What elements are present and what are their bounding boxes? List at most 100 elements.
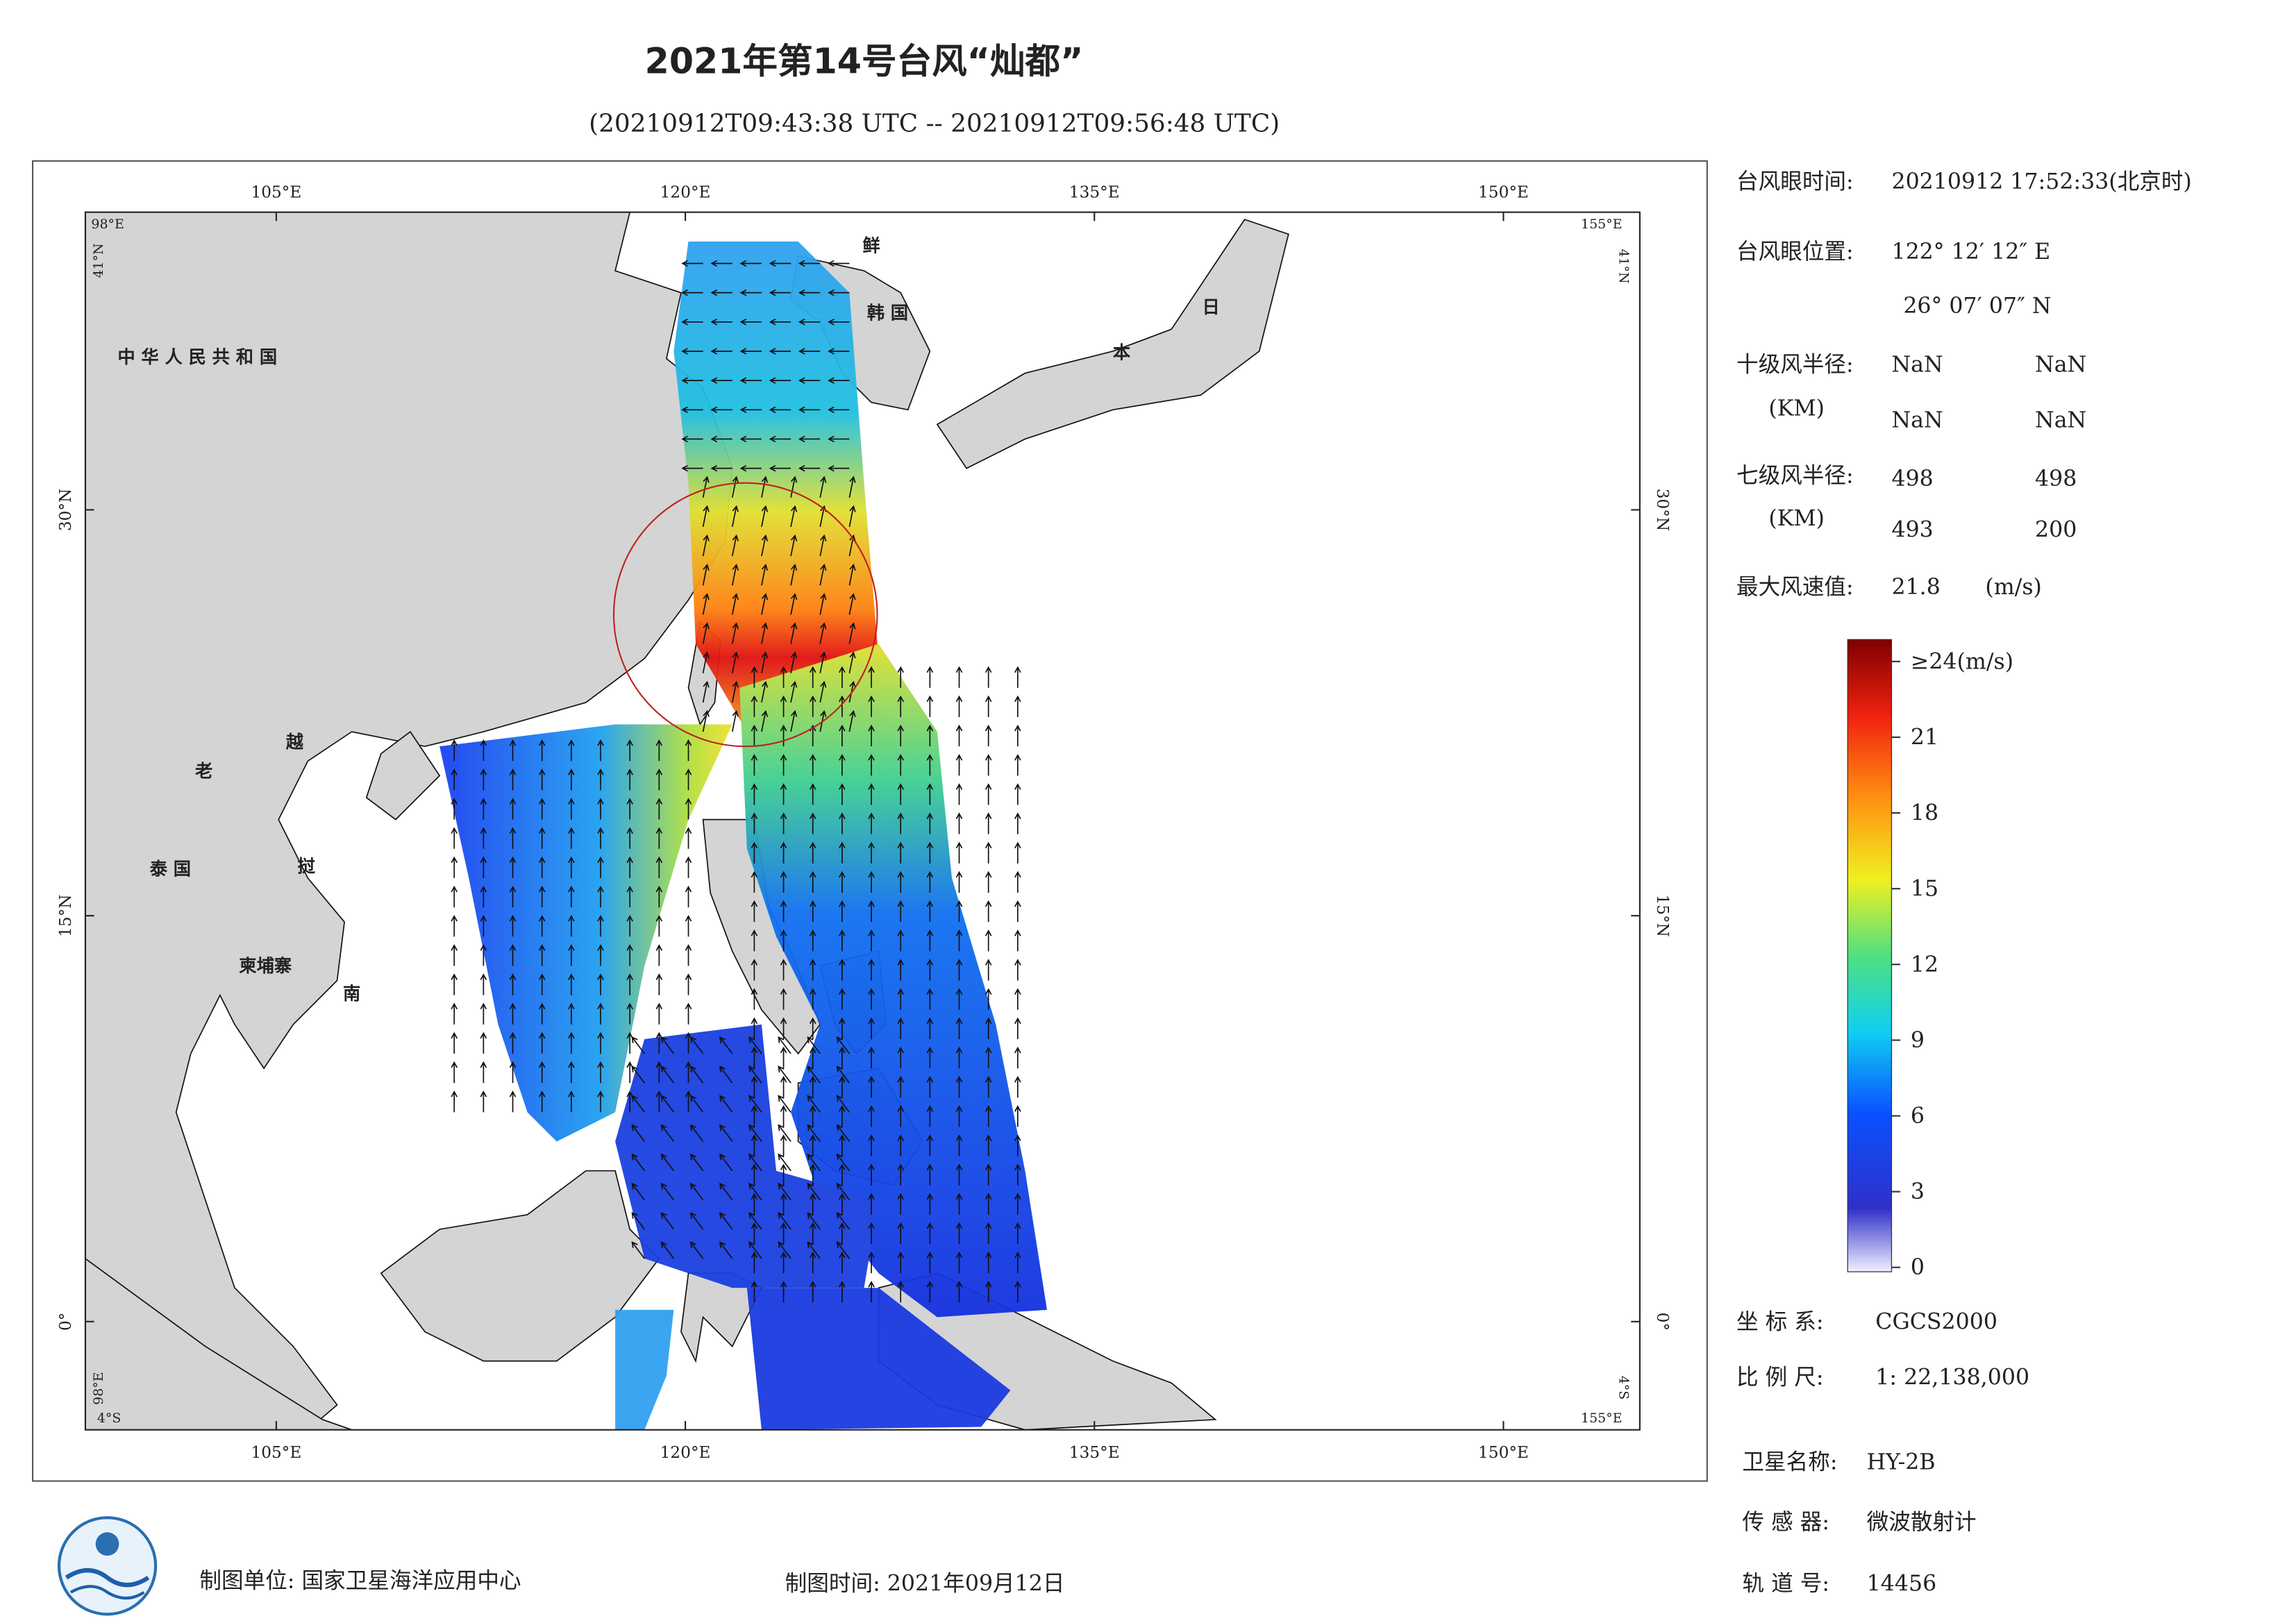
wind-arrow	[710, 289, 732, 296]
wind-arrow	[1014, 930, 1021, 952]
wind-arrow	[597, 827, 604, 849]
wind-arrow	[868, 1193, 875, 1215]
wind-arrow	[710, 464, 732, 472]
wind-arrow	[955, 1251, 963, 1274]
colorbar-tick-label: 6	[1911, 1104, 1925, 1129]
wind-arrow	[819, 680, 827, 703]
wind-arrow	[1014, 871, 1021, 893]
wind-arrow	[538, 973, 546, 995]
wind-arrow	[626, 827, 633, 849]
wind-arrow	[984, 1075, 992, 1098]
wind-arrow	[681, 260, 703, 267]
wind-arrow	[955, 1163, 963, 1186]
wind-arrow	[509, 1061, 517, 1084]
wind-arrow	[597, 768, 604, 791]
wind-arrow	[790, 680, 798, 703]
wind-arrow	[748, 1066, 762, 1084]
wind-arrow	[780, 1251, 787, 1274]
wind-arrow	[751, 959, 758, 981]
wind-arrow	[568, 944, 575, 966]
info-value: NaN	[2035, 352, 2086, 377]
wind-arrow	[568, 856, 575, 878]
wind-arrow	[984, 871, 992, 893]
wind-arrow	[984, 1193, 992, 1215]
wind-arrow	[868, 930, 875, 952]
wind-arrow	[926, 1163, 934, 1186]
info-value: 200	[2035, 518, 2077, 543]
wind-arrow	[597, 856, 604, 878]
wind-arrow	[984, 1222, 992, 1244]
wind-arrow	[631, 1036, 645, 1054]
wind-arrow	[509, 944, 517, 966]
wind-arrow	[538, 739, 546, 762]
wind-arrow	[868, 666, 875, 688]
wind-arrow	[626, 973, 633, 995]
place-label: 越	[286, 731, 304, 752]
info-value: 26° 07′ 07″ N	[1903, 294, 2051, 319]
wind-arrow	[868, 1134, 875, 1157]
wind-arrow	[731, 476, 739, 498]
wind-arrow	[597, 1061, 604, 1084]
wind-arrow	[926, 724, 934, 747]
lon-tick-label: 135°E	[1069, 1443, 1120, 1462]
wind-arrow	[451, 739, 458, 762]
wind-arrow	[538, 914, 546, 937]
wind-arrow	[719, 1036, 733, 1054]
wind-arrow	[1014, 1075, 1021, 1098]
wind-arrow	[451, 768, 458, 791]
wind-arrow	[839, 841, 846, 864]
footer-date: 制图时间: 2021年09月12日	[785, 1572, 1065, 1597]
wind-arrow	[751, 1105, 758, 1127]
wind-arrow	[739, 377, 762, 384]
wind-arrow	[809, 1222, 816, 1244]
wind-arrow	[778, 1036, 791, 1054]
wind-arrow	[509, 739, 517, 762]
wind-arrow	[731, 680, 739, 703]
wind-arrow	[798, 260, 821, 267]
wind-arrow	[798, 435, 821, 443]
wind-arrow	[897, 812, 904, 834]
info-label: 台风眼时间:	[1736, 169, 1854, 194]
wind-arrow	[868, 1281, 875, 1303]
colorbar-tick-label: 15	[1911, 877, 1938, 902]
wind-arrow	[984, 1017, 992, 1039]
wind-arrow	[839, 930, 846, 952]
wind-arrow	[568, 1032, 575, 1054]
info-value: 21.8	[1891, 575, 1940, 600]
wind-arrow	[809, 695, 816, 718]
wind-arrow	[702, 564, 710, 586]
wind-arrow	[597, 1032, 604, 1054]
wind-arrow	[848, 476, 856, 498]
lat-tick-label: 15°N	[1653, 894, 1672, 936]
wind-arrow	[702, 476, 710, 498]
wind-arrow	[926, 900, 934, 923]
wind-arrow	[480, 1061, 487, 1084]
lat-tick-label: 0°	[1653, 1313, 1672, 1331]
wind-arrow	[839, 1251, 846, 1274]
wind-arrow	[751, 1163, 758, 1186]
wind-arrow	[839, 900, 846, 923]
wind-arrow	[769, 435, 791, 443]
wind-arrow	[848, 564, 856, 586]
wind-arrow	[751, 1046, 758, 1068]
wind-arrow	[719, 1066, 733, 1084]
wind-arrow	[819, 651, 827, 673]
wind-arrow	[828, 348, 850, 355]
wind-arrow	[660, 1066, 675, 1084]
wind-arrow	[1014, 841, 1021, 864]
wind-arrow	[761, 505, 769, 528]
wind-arrow	[807, 1241, 821, 1259]
meta-label: 比 例 尺:	[1736, 1365, 1824, 1390]
wind-arrow	[790, 534, 798, 557]
wind-arrow	[451, 1061, 458, 1084]
wind-arrow	[955, 959, 963, 981]
wind-arrow	[926, 959, 934, 981]
corner-label: 41°N	[91, 243, 106, 278]
wind-arrow	[748, 1211, 762, 1230]
wind-arrow	[748, 1124, 762, 1142]
wind-arrow	[926, 754, 934, 776]
wind-arrow	[681, 464, 703, 472]
wind-arrow	[955, 1281, 963, 1303]
wind-arrow	[751, 930, 758, 952]
wind-arrow	[719, 1153, 733, 1172]
